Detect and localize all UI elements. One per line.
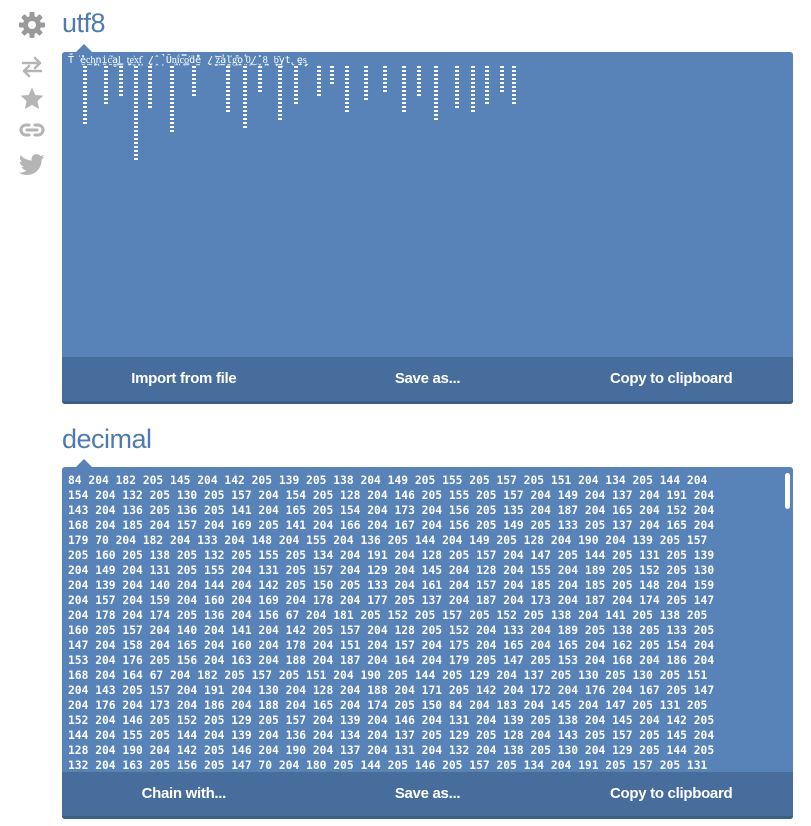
decimal-line: 168 204 185 204 157 204 169 205 141 204 …: [68, 519, 715, 532]
utf8-content[interactable]: T̈́͘e̮̽c̠͍h͖͈̞n̖̜ḭ̰c̋͐a̻l͇̳ ̰̺t̟͔e̬͐x̹͈t…: [68, 55, 307, 66]
decimal-line: 204 178 204 174 205 136 204 156 67 204 1…: [68, 609, 708, 622]
utf8-panel-title: utf8: [62, 8, 106, 38]
chain-with-button[interactable]: Chain with...: [141, 785, 227, 802]
decimal-line: 204 139 204 140 204 144 204 142 205 150 …: [68, 579, 715, 592]
decimal-line: 152 204 146 205 152 205 129 205 157 204 …: [68, 714, 715, 727]
utf8-toolbar: Import from file Save as... Copy to clip…: [62, 357, 793, 404]
decimal-panel: 84 204 182 205 145 204 142 205 139 205 1…: [62, 467, 793, 819]
twitter-icon[interactable]: [14, 154, 50, 188]
decimal-line: 160 205 157 204 140 204 141 204 142 205 …: [68, 624, 715, 637]
decimal-line: 154 204 132 205 130 205 157 204 154 205 …: [68, 489, 715, 502]
utf8-save-as-button[interactable]: Save as...: [394, 370, 461, 387]
decimal-panel-caret: [76, 459, 92, 467]
decimal-line: 147 204 158 204 165 204 160 204 178 204 …: [68, 639, 715, 652]
utf8-panel: T̈́͘e̮̽c̠͍h͖͈̞n̖̜ḭ̰c̋͐a̻l͇̳ ̰̺t̟͔e̬͐x̹͈t…: [62, 52, 793, 404]
decimal-line: 144 204 155 205 144 204 139 204 136 204 …: [68, 729, 715, 742]
sidebar: [14, 10, 50, 188]
decimal-line: 84 204 182 205 145 204 142 205 139 205 1…: [68, 474, 708, 487]
decimal-line: 205 160 205 138 205 132 205 155 205 134 …: [68, 549, 715, 562]
decimal-line: 132 204 163 205 156 205 147 70 204 180 2…: [68, 759, 708, 772]
decimal-line: 179 70 204 182 204 133 204 148 204 155 2…: [68, 534, 708, 547]
decimal-line: 204 143 205 157 204 191 204 130 204 128 …: [68, 684, 715, 697]
decimal-content[interactable]: 84 204 182 205 145 204 142 205 139 205 1…: [68, 473, 774, 772]
gear-icon[interactable]: [14, 10, 50, 44]
utf8-content-area[interactable]: T̈́͘e̮̽c̠͍h͖͈̞n̖̜ḭ̰c̋͐a̻l͇̳ ̰̺t̟͔e̬͐x̹͈t…: [62, 52, 793, 357]
decimal-line: 204 176 204 173 204 186 204 188 204 165 …: [68, 699, 708, 712]
decimal-line: 204 149 204 131 205 155 204 131 205 157 …: [68, 564, 715, 577]
import-from-file-button[interactable]: Import from file: [131, 370, 237, 387]
decimal-copy-to-clipboard-button[interactable]: Copy to clipboard: [609, 785, 733, 802]
decimal-content-area[interactable]: 84 204 182 205 145 204 142 205 139 205 1…: [62, 467, 793, 772]
star-icon[interactable]: [14, 86, 50, 120]
decimal-line: 128 204 190 204 142 205 146 204 190 204 …: [68, 744, 715, 757]
decimal-line: 153 204 176 205 156 204 163 204 188 204 …: [68, 654, 715, 667]
swap-icon[interactable]: [14, 56, 50, 86]
decimal-panel-title: decimal: [62, 424, 152, 454]
decimal-scrollbar[interactable]: [785, 473, 790, 509]
decimal-line: 143 204 136 205 136 205 141 204 165 205 …: [68, 504, 715, 517]
decimal-save-as-button[interactable]: Save as...: [394, 785, 461, 802]
utf8-panel-caret: [76, 44, 92, 52]
link-icon[interactable]: [14, 120, 50, 154]
decimal-line: 204 157 204 159 204 160 204 169 204 178 …: [68, 594, 715, 607]
decimal-line: 168 204 164 67 204 182 205 157 205 151 2…: [68, 669, 708, 682]
decimal-toolbar: Chain with... Save as... Copy to clipboa…: [62, 772, 793, 819]
utf8-copy-to-clipboard-button[interactable]: Copy to clipboard: [609, 370, 733, 387]
